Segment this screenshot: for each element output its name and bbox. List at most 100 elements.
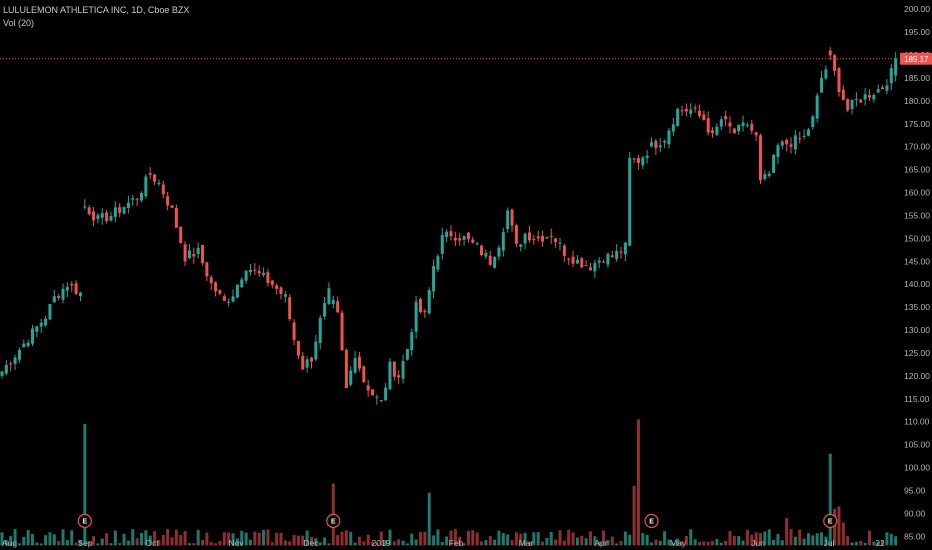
candle-body <box>554 238 558 243</box>
volume-bar <box>83 423 87 546</box>
candle <box>262 267 266 277</box>
candle <box>253 263 257 275</box>
candle <box>693 104 697 113</box>
volume-bar <box>296 535 300 546</box>
candle <box>74 280 78 295</box>
candle-body <box>789 144 793 147</box>
candle <box>462 235 466 246</box>
candle-body <box>571 256 575 264</box>
candle-body <box>453 237 457 241</box>
candle <box>35 325 39 338</box>
volume-bar <box>26 529 30 546</box>
candle <box>270 279 274 289</box>
candle <box>554 237 558 248</box>
volume-bar <box>872 541 876 546</box>
candle-body <box>305 359 309 368</box>
candle-body <box>854 99 858 101</box>
candle <box>305 356 309 373</box>
volume-bar <box>153 531 157 546</box>
candle <box>118 203 122 218</box>
volume-bar <box>767 529 771 546</box>
volume-bar <box>336 535 340 546</box>
candle-body <box>693 107 697 109</box>
candle-body <box>785 139 789 145</box>
volume-bar <box>227 532 231 546</box>
candle-body <box>837 67 841 93</box>
volume-bar <box>344 530 348 546</box>
y-tick-label: 170.00 <box>904 142 930 152</box>
volume-bar <box>109 543 113 546</box>
candle-body <box>166 196 170 206</box>
candle-body <box>314 341 318 360</box>
volume-bar <box>139 533 143 546</box>
volume-bar <box>201 539 205 546</box>
candle-body <box>401 361 405 379</box>
candle <box>266 269 270 287</box>
volume-bar <box>632 485 636 546</box>
y-tick-label: 125.00 <box>904 348 930 358</box>
candle-body <box>31 328 35 344</box>
candle <box>70 281 74 293</box>
volume-bar <box>754 532 758 546</box>
candle <box>802 129 806 140</box>
candle-body <box>283 294 287 297</box>
candle <box>602 259 606 263</box>
candle-body <box>344 350 348 389</box>
volume-bar <box>401 540 405 546</box>
volume-bar <box>536 532 540 546</box>
candle-body <box>288 297 292 320</box>
volume-bar <box>841 522 845 546</box>
candle <box>126 195 130 214</box>
volume-bar <box>244 532 248 546</box>
candle-body <box>257 270 261 274</box>
candle <box>719 116 723 131</box>
earnings-icon <box>644 513 659 529</box>
candle <box>31 324 35 346</box>
candle-body <box>192 253 196 257</box>
y-tick-label: 175.00 <box>904 119 930 129</box>
candle-body <box>384 387 388 401</box>
y-tick-label: 100.00 <box>904 463 930 473</box>
volume-bar <box>22 536 26 546</box>
candle-body <box>802 135 806 137</box>
volume-bar <box>453 529 457 546</box>
candle <box>759 133 763 185</box>
x-tick-label: Nov <box>228 538 244 548</box>
candle <box>628 151 632 247</box>
volume-bar <box>737 536 741 546</box>
candle <box>445 229 449 243</box>
volume-bar <box>532 532 536 546</box>
candle-body <box>388 361 392 390</box>
candle-body <box>671 124 675 132</box>
x-tick-label: Dec <box>303 538 319 548</box>
candle-body <box>170 205 174 208</box>
volume-bar <box>323 537 327 546</box>
volume-bar <box>881 540 885 546</box>
volume-bar <box>222 532 226 546</box>
volume-bar <box>96 543 100 546</box>
volume-bar <box>432 535 436 546</box>
candle <box>392 361 396 381</box>
candle-body <box>745 124 749 126</box>
volume-bar <box>196 529 200 546</box>
earnings-marker: E <box>823 513 838 529</box>
x-tick-label: Oct <box>145 538 159 548</box>
volume-bar <box>310 536 314 546</box>
candle <box>296 340 300 360</box>
candle <box>187 244 191 260</box>
volume-bar <box>828 453 832 546</box>
volume-bar <box>144 530 148 546</box>
candle-body <box>527 232 531 241</box>
candle-body <box>806 129 810 136</box>
volume-bar <box>248 539 252 546</box>
volume-bar <box>353 542 357 546</box>
candle <box>750 119 754 135</box>
y-tick-label: 110.00 <box>904 417 930 427</box>
volume-bar <box>292 535 296 546</box>
candle-body <box>798 138 802 140</box>
candle-body <box>327 288 331 304</box>
volume-bar <box>641 533 645 546</box>
candle <box>732 127 736 134</box>
